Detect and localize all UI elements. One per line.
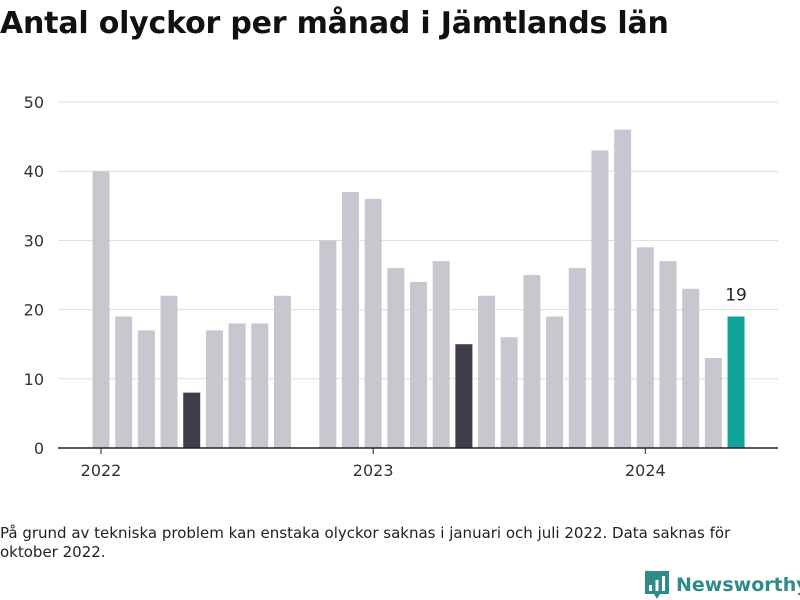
bar bbox=[251, 323, 269, 448]
x-tick-label: 2022 bbox=[81, 461, 122, 480]
data-label-latest: 19 bbox=[725, 286, 747, 306]
bar-chart: 0 10 20 30 40 50 19 2022 2023 2024 bbox=[24, 93, 778, 480]
bar bbox=[500, 337, 518, 448]
bar bbox=[273, 295, 291, 448]
bar bbox=[319, 240, 337, 448]
bar bbox=[704, 358, 722, 448]
chart-title: Antal olyckor per månad i Jämtlands län bbox=[0, 6, 669, 41]
x-tick-label: 2024 bbox=[625, 461, 666, 480]
bar bbox=[137, 330, 155, 448]
bar bbox=[659, 261, 677, 448]
y-tick-label: 0 bbox=[34, 439, 44, 458]
bar bbox=[364, 198, 382, 448]
bar bbox=[228, 323, 246, 448]
bar bbox=[432, 261, 450, 448]
bar bbox=[682, 288, 700, 448]
bar bbox=[410, 281, 428, 448]
x-tick-label: 2023 bbox=[353, 461, 394, 480]
y-tick-label: 40 bbox=[24, 162, 44, 181]
bar bbox=[591, 150, 609, 448]
footnote: På grund av tekniska problem kan enstaka… bbox=[0, 524, 731, 561]
bar bbox=[160, 295, 178, 448]
bar bbox=[568, 268, 586, 448]
bar bbox=[115, 316, 133, 448]
brand-name: Newsworthy bbox=[676, 574, 800, 596]
bar bbox=[183, 392, 201, 448]
bar bbox=[546, 316, 564, 448]
bar bbox=[523, 275, 541, 448]
y-tick-label: 10 bbox=[24, 370, 44, 389]
bar bbox=[341, 191, 359, 448]
newsworthy-logo[interactable]: Newsworthy bbox=[644, 570, 800, 600]
bar bbox=[614, 129, 632, 448]
bar bbox=[387, 268, 405, 448]
bar bbox=[205, 330, 223, 448]
y-tick-label: 50 bbox=[24, 93, 44, 112]
bar bbox=[636, 247, 654, 448]
bar bbox=[727, 316, 745, 448]
bar bbox=[478, 295, 496, 448]
bar bbox=[455, 344, 473, 448]
bar bbox=[92, 171, 110, 448]
y-tick-label: 20 bbox=[24, 301, 44, 320]
y-tick-label: 30 bbox=[24, 231, 44, 250]
newsworthy-logo-icon bbox=[645, 571, 669, 599]
